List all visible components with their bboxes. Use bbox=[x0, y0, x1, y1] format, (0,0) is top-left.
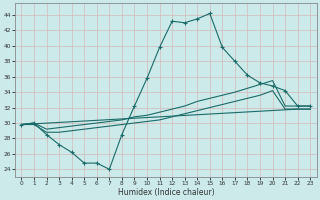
X-axis label: Humidex (Indice chaleur): Humidex (Indice chaleur) bbox=[117, 188, 214, 197]
